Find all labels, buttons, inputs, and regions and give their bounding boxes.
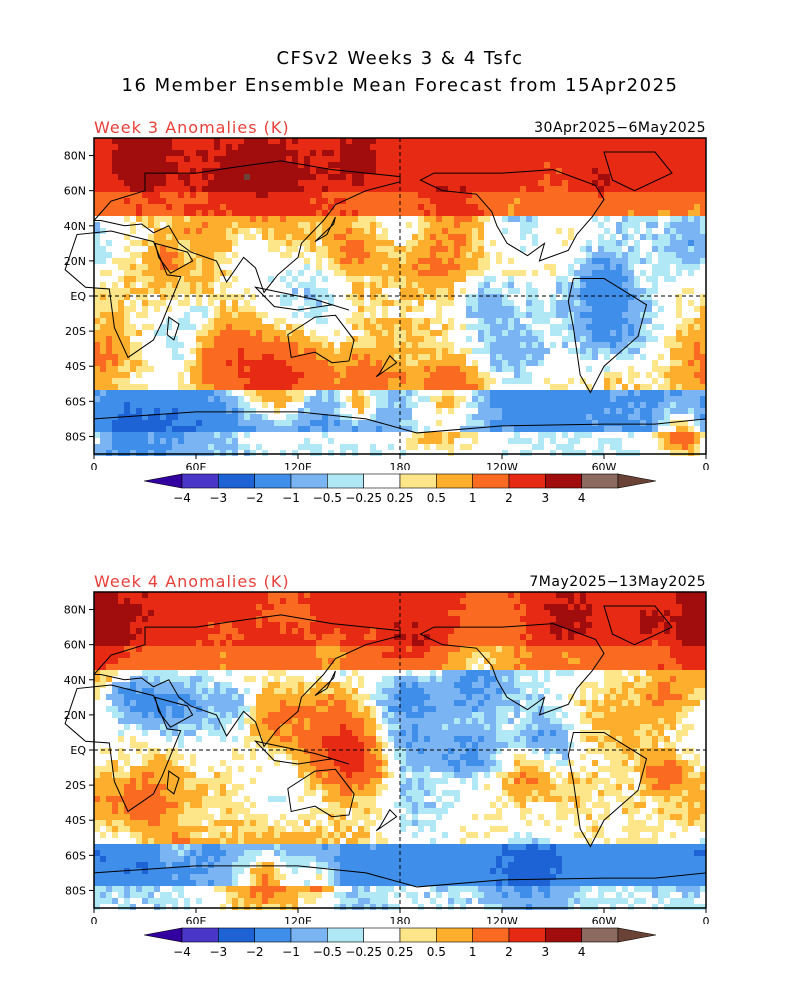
- panel-1-label: Week 3 Anomalies (K): [94, 118, 290, 137]
- lat-tick-label: 40N: [64, 674, 86, 687]
- map-week-3: 80N 60N 40N 20N EQ 20S 40S 60S 80S 0 60E 120E 180 120…: [64, 137, 710, 470]
- anomaly-field: [94, 592, 706, 910]
- colorbar-swatch: [436, 927, 473, 943]
- colorbar-swatch: [290, 927, 328, 943]
- lon-tick-label: 0: [703, 461, 710, 470]
- lat-tick-label: EQ: [70, 290, 86, 303]
- lon-tick-label: 120W: [486, 915, 518, 924]
- colorbar-tick-label: 4: [578, 491, 586, 505]
- anomaly-field: [94, 138, 706, 456]
- colorbar-arrow-left: [143, 927, 183, 943]
- colorbar-tick-label: 3: [542, 945, 550, 959]
- lat-tick-label: 40N: [64, 220, 86, 233]
- lat-tick-label: 20N: [64, 709, 86, 722]
- panel-2-label: Week 4 Anomalies (K): [94, 572, 290, 591]
- lon-tick-label: 120E: [284, 915, 312, 924]
- colorbar-arrow-right: [617, 927, 657, 943]
- colorbar-swatch: [399, 927, 437, 943]
- colorbar-swatch: [581, 927, 619, 943]
- colorbar-week-4: −4 −3 −2 −1 −0.5 −0.25 0.25 0.5 1 2 3 4: [143, 927, 657, 959]
- lon-tick-label: 60E: [186, 461, 207, 470]
- lon-tick-label: 180: [390, 915, 411, 924]
- colorbar-tick-label: −1: [282, 945, 300, 959]
- colorbar-tick-label: −2: [246, 491, 264, 505]
- colorbar-tick-label: 2: [505, 491, 513, 505]
- lon-tick-label: 0: [91, 915, 98, 924]
- lat-tick-label: 60S: [65, 395, 86, 408]
- lon-tick-label: 180: [390, 461, 411, 470]
- colorbar-tick-label: 1: [469, 945, 477, 959]
- lat-tick-label: 20N: [64, 255, 86, 268]
- lat-tick-label: 40S: [65, 814, 86, 827]
- colorbar-tick-label: 0.5: [427, 945, 446, 959]
- colorbar-swatch: [508, 927, 546, 943]
- colorbar-swatch: [181, 927, 219, 943]
- colorbar-tick-label: 0.5: [427, 491, 446, 505]
- colorbar-tick-label: −0.5: [313, 491, 342, 505]
- colorbar-tick-label: −4: [173, 491, 191, 505]
- lon-tick-label: 60W: [592, 461, 617, 470]
- lon-tick-label: 60W: [592, 915, 617, 924]
- map-week-4: 80N 60N 40N 20N EQ 20S 40S 60S 80S 0 60E 120E 180 120…: [64, 591, 710, 924]
- colorbar-tick-label: −0.25: [345, 491, 382, 505]
- colorbar-swatch: [545, 927, 582, 943]
- lat-tick-label: 80N: [64, 604, 86, 617]
- colorbar-tick-label: 0.25: [387, 491, 414, 505]
- colorbar-tick-label: 0.25: [387, 945, 414, 959]
- lon-tick-label: 60E: [186, 915, 207, 924]
- colorbar-tick-label: −4: [173, 945, 191, 959]
- colorbar-week-3: −4 −3 −2 −1 −0.5 −0.25 0.25 0.5 1 2 3 4: [143, 473, 657, 505]
- lon-tick-label: 120E: [284, 461, 312, 470]
- lat-tick-label: 80S: [65, 430, 86, 443]
- colorbar-tick-label: 1: [469, 491, 477, 505]
- lat-tick-label: 60S: [65, 849, 86, 862]
- colorbar-tick-label: 4: [578, 945, 586, 959]
- colorbar-tick-label: −3: [209, 945, 227, 959]
- colorbar-swatch: [254, 927, 292, 943]
- lon-tick-label: 0: [703, 915, 710, 924]
- colorbar-tick-label: 2: [505, 945, 513, 959]
- colorbar-tick-label: −3: [209, 491, 227, 505]
- colorbar-tick-label: −0.25: [345, 945, 382, 959]
- lat-tick-label: 20S: [65, 779, 86, 792]
- colorbar-swatch: [218, 927, 255, 943]
- lat-tick-label: 80N: [64, 150, 86, 163]
- lat-tick-label: 60N: [64, 185, 86, 198]
- colorbar-swatch: [363, 927, 401, 943]
- colorbar-tick-label: −1: [282, 491, 300, 505]
- lat-tick-label: 40S: [65, 360, 86, 373]
- panel-2-date-range: 7May2025−13May2025: [529, 574, 706, 590]
- lat-tick-label: 60N: [64, 639, 86, 652]
- colorbar-tick-label: 3: [542, 491, 550, 505]
- title-line-1: CFSv2 Weeks 3 & 4 Tsfc: [276, 48, 524, 69]
- panel-1-date-range: 30Apr2025−6May2025: [534, 120, 706, 136]
- colorbar-swatch: [327, 927, 364, 943]
- lat-tick-label: 20S: [65, 325, 86, 338]
- lon-tick-label: 0: [91, 461, 98, 470]
- colorbar-tick-label: −0.5: [313, 945, 342, 959]
- colorbar-tick-label: −2: [246, 945, 264, 959]
- lat-tick-label: 80S: [65, 884, 86, 897]
- lat-tick-label: EQ: [70, 744, 86, 757]
- lon-tick-label: 120W: [486, 461, 518, 470]
- title-line-2: 16 Member Ensemble Mean Forecast from 15…: [121, 75, 679, 96]
- colorbar-swatch: [472, 927, 510, 943]
- colorbar-arrow-right: [617, 473, 657, 489]
